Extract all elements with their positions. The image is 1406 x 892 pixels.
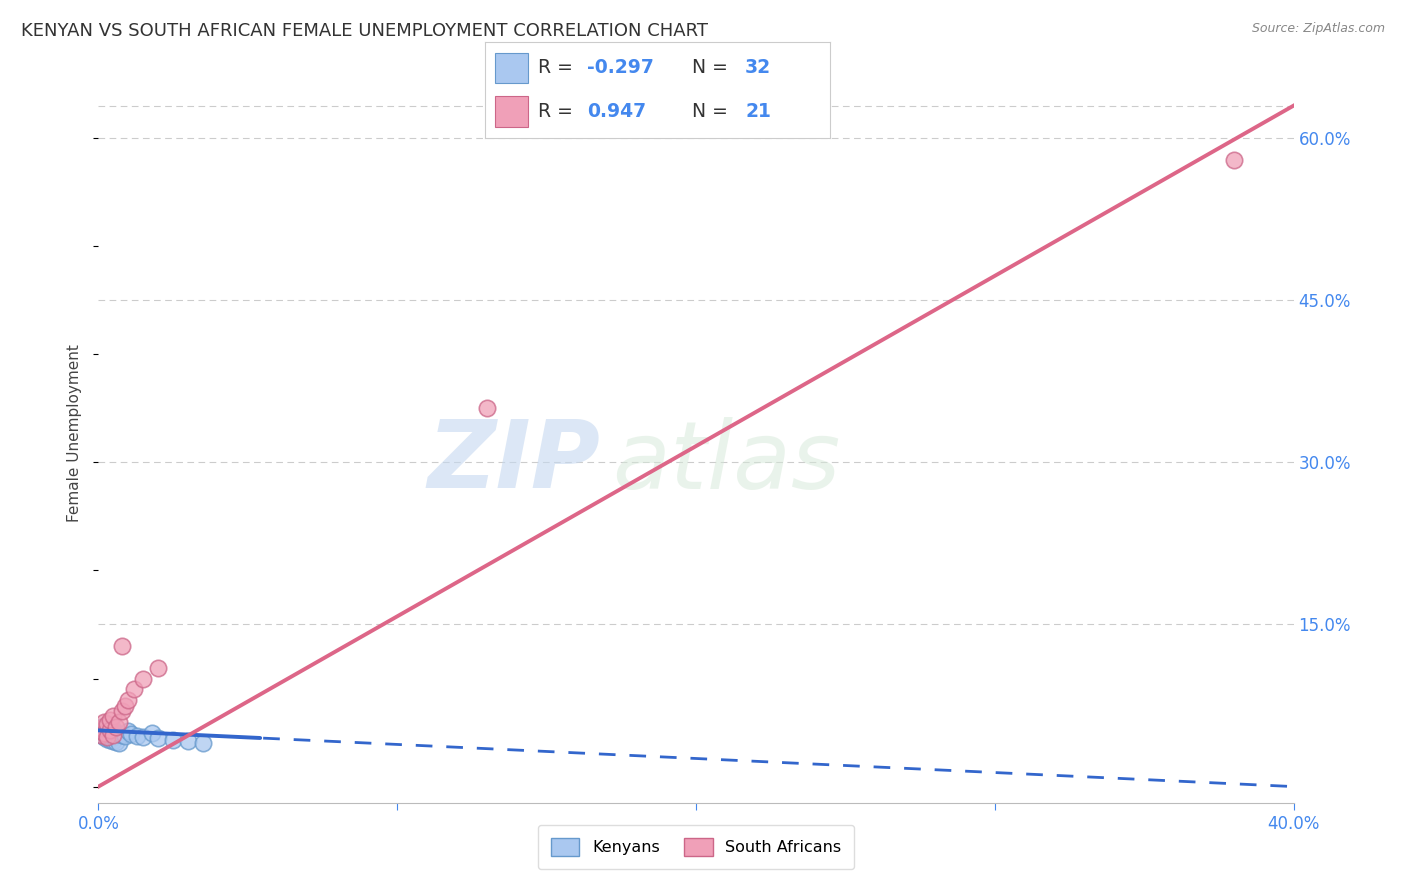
Point (93, 714, 115, 729)
Point (103, 728, 125, 742)
Point (117, 693, 139, 707)
Point (108, 726, 131, 740)
Point (98, 720, 122, 734)
Y-axis label: Female Unemployment: Female Unemployment (67, 343, 83, 522)
Point (148, 661, 170, 675)
Point (114, 729, 136, 743)
Point (96, 732, 118, 747)
Point (111, 639, 134, 653)
Legend: Kenyans, South Africans: Kenyans, South Africans (537, 825, 855, 869)
Point (475, 401, 498, 416)
Point (90, 728, 112, 742)
Point (93, 725, 115, 739)
FancyBboxPatch shape (495, 53, 529, 83)
Point (148, 731, 170, 745)
Point (103, 723, 125, 737)
Point (162, 733, 184, 747)
Point (96, 728, 118, 742)
Text: N =: N = (692, 102, 728, 120)
Point (98, 729, 122, 743)
Point (177, 734, 200, 748)
Text: R =: R = (538, 59, 574, 78)
Text: atlas: atlas (613, 417, 841, 508)
Text: 0.947: 0.947 (586, 102, 645, 120)
Point (96, 730, 118, 744)
Point (93, 730, 115, 744)
Point (93, 725, 115, 739)
Point (127, 729, 149, 743)
Point (108, 714, 131, 729)
FancyBboxPatch shape (495, 95, 529, 127)
Point (93, 721, 115, 735)
Point (108, 736, 131, 750)
Point (103, 709, 125, 723)
Point (105, 720, 128, 734)
Point (132, 730, 155, 744)
Point (98, 723, 122, 738)
Text: -0.297: -0.297 (586, 59, 654, 78)
Point (132, 672, 155, 686)
Point (98, 713, 122, 727)
Point (90, 721, 112, 735)
Point (98, 724, 122, 739)
Point (120, 726, 142, 740)
Point (124, 682, 146, 697)
Point (1223, 153, 1246, 167)
Point (105, 735, 128, 749)
Point (114, 698, 136, 713)
Point (103, 734, 125, 748)
Text: ZIP: ZIP (427, 417, 600, 508)
Text: R =: R = (538, 102, 574, 120)
Text: Source: ZipAtlas.com: Source: ZipAtlas.com (1251, 22, 1385, 36)
Point (96, 719, 118, 733)
Text: N =: N = (692, 59, 728, 78)
Text: 21: 21 (745, 102, 770, 120)
Point (98, 733, 122, 747)
Point (96, 717, 118, 731)
Point (103, 730, 125, 744)
Point (117, 724, 139, 739)
Text: 32: 32 (745, 59, 772, 78)
Point (90, 728, 112, 742)
Point (96, 723, 118, 738)
Point (191, 736, 214, 750)
Point (105, 725, 128, 739)
Point (90, 720, 112, 734)
Text: KENYAN VS SOUTH AFRICAN FEMALE UNEMPLOYMENT CORRELATION CHART: KENYAN VS SOUTH AFRICAN FEMALE UNEMPLOYM… (21, 22, 709, 40)
Point (111, 704, 134, 718)
Point (141, 725, 163, 739)
Point (90, 724, 112, 739)
Point (111, 728, 134, 742)
